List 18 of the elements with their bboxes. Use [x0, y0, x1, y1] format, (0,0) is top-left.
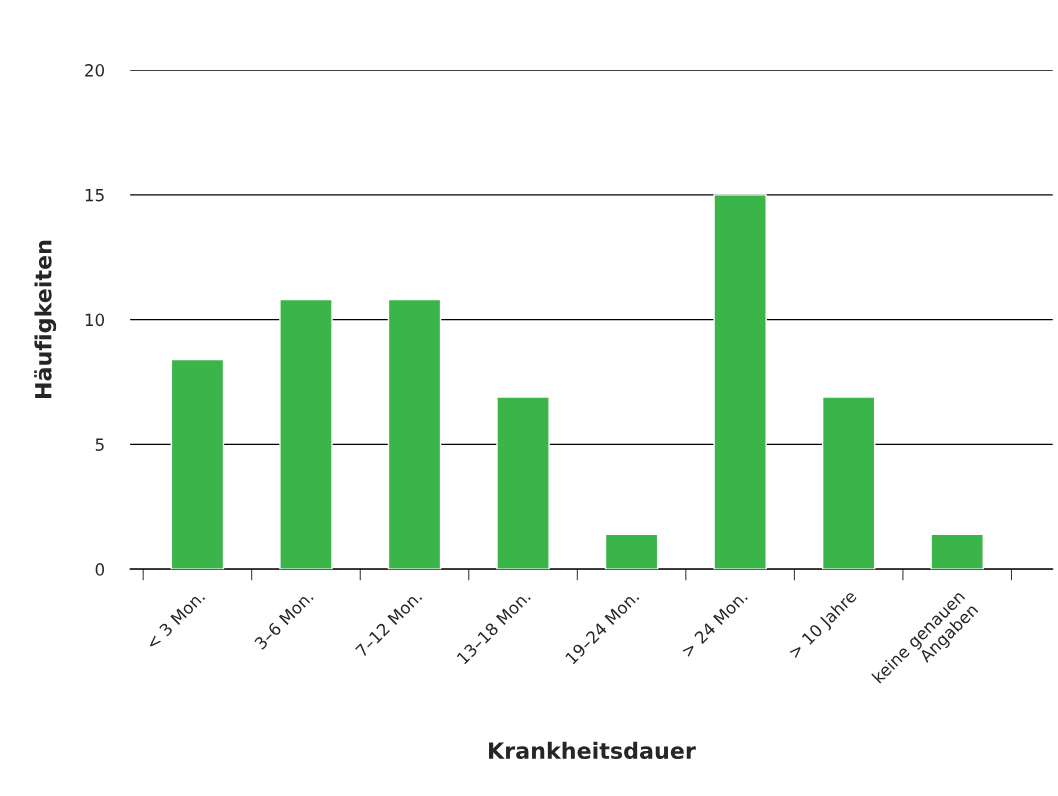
x-tick-label: < 3 Mon. [145, 590, 206, 650]
bar [821, 396, 876, 570]
x-tick-label: 3–6 Mon. [253, 590, 314, 651]
bar [713, 194, 767, 570]
bar [387, 298, 442, 570]
y-tick-label: 20 [85, 64, 105, 77]
bar [279, 298, 333, 570]
bar [496, 396, 550, 570]
bar [604, 533, 659, 570]
bar [170, 358, 225, 570]
x-tick-label: > 24 Mon. [680, 590, 748, 658]
y-axis-title: Häufigkeiten [34, 240, 57, 399]
y-tick-label: 10 [85, 313, 105, 327]
y-tick-label: 5 [95, 438, 104, 451]
y-tick-label: 0 [95, 563, 105, 576]
y-tick-label: 15 [85, 189, 104, 202]
x-axis-title: Krankheitsdauer [489, 741, 696, 760]
bar [930, 533, 984, 570]
